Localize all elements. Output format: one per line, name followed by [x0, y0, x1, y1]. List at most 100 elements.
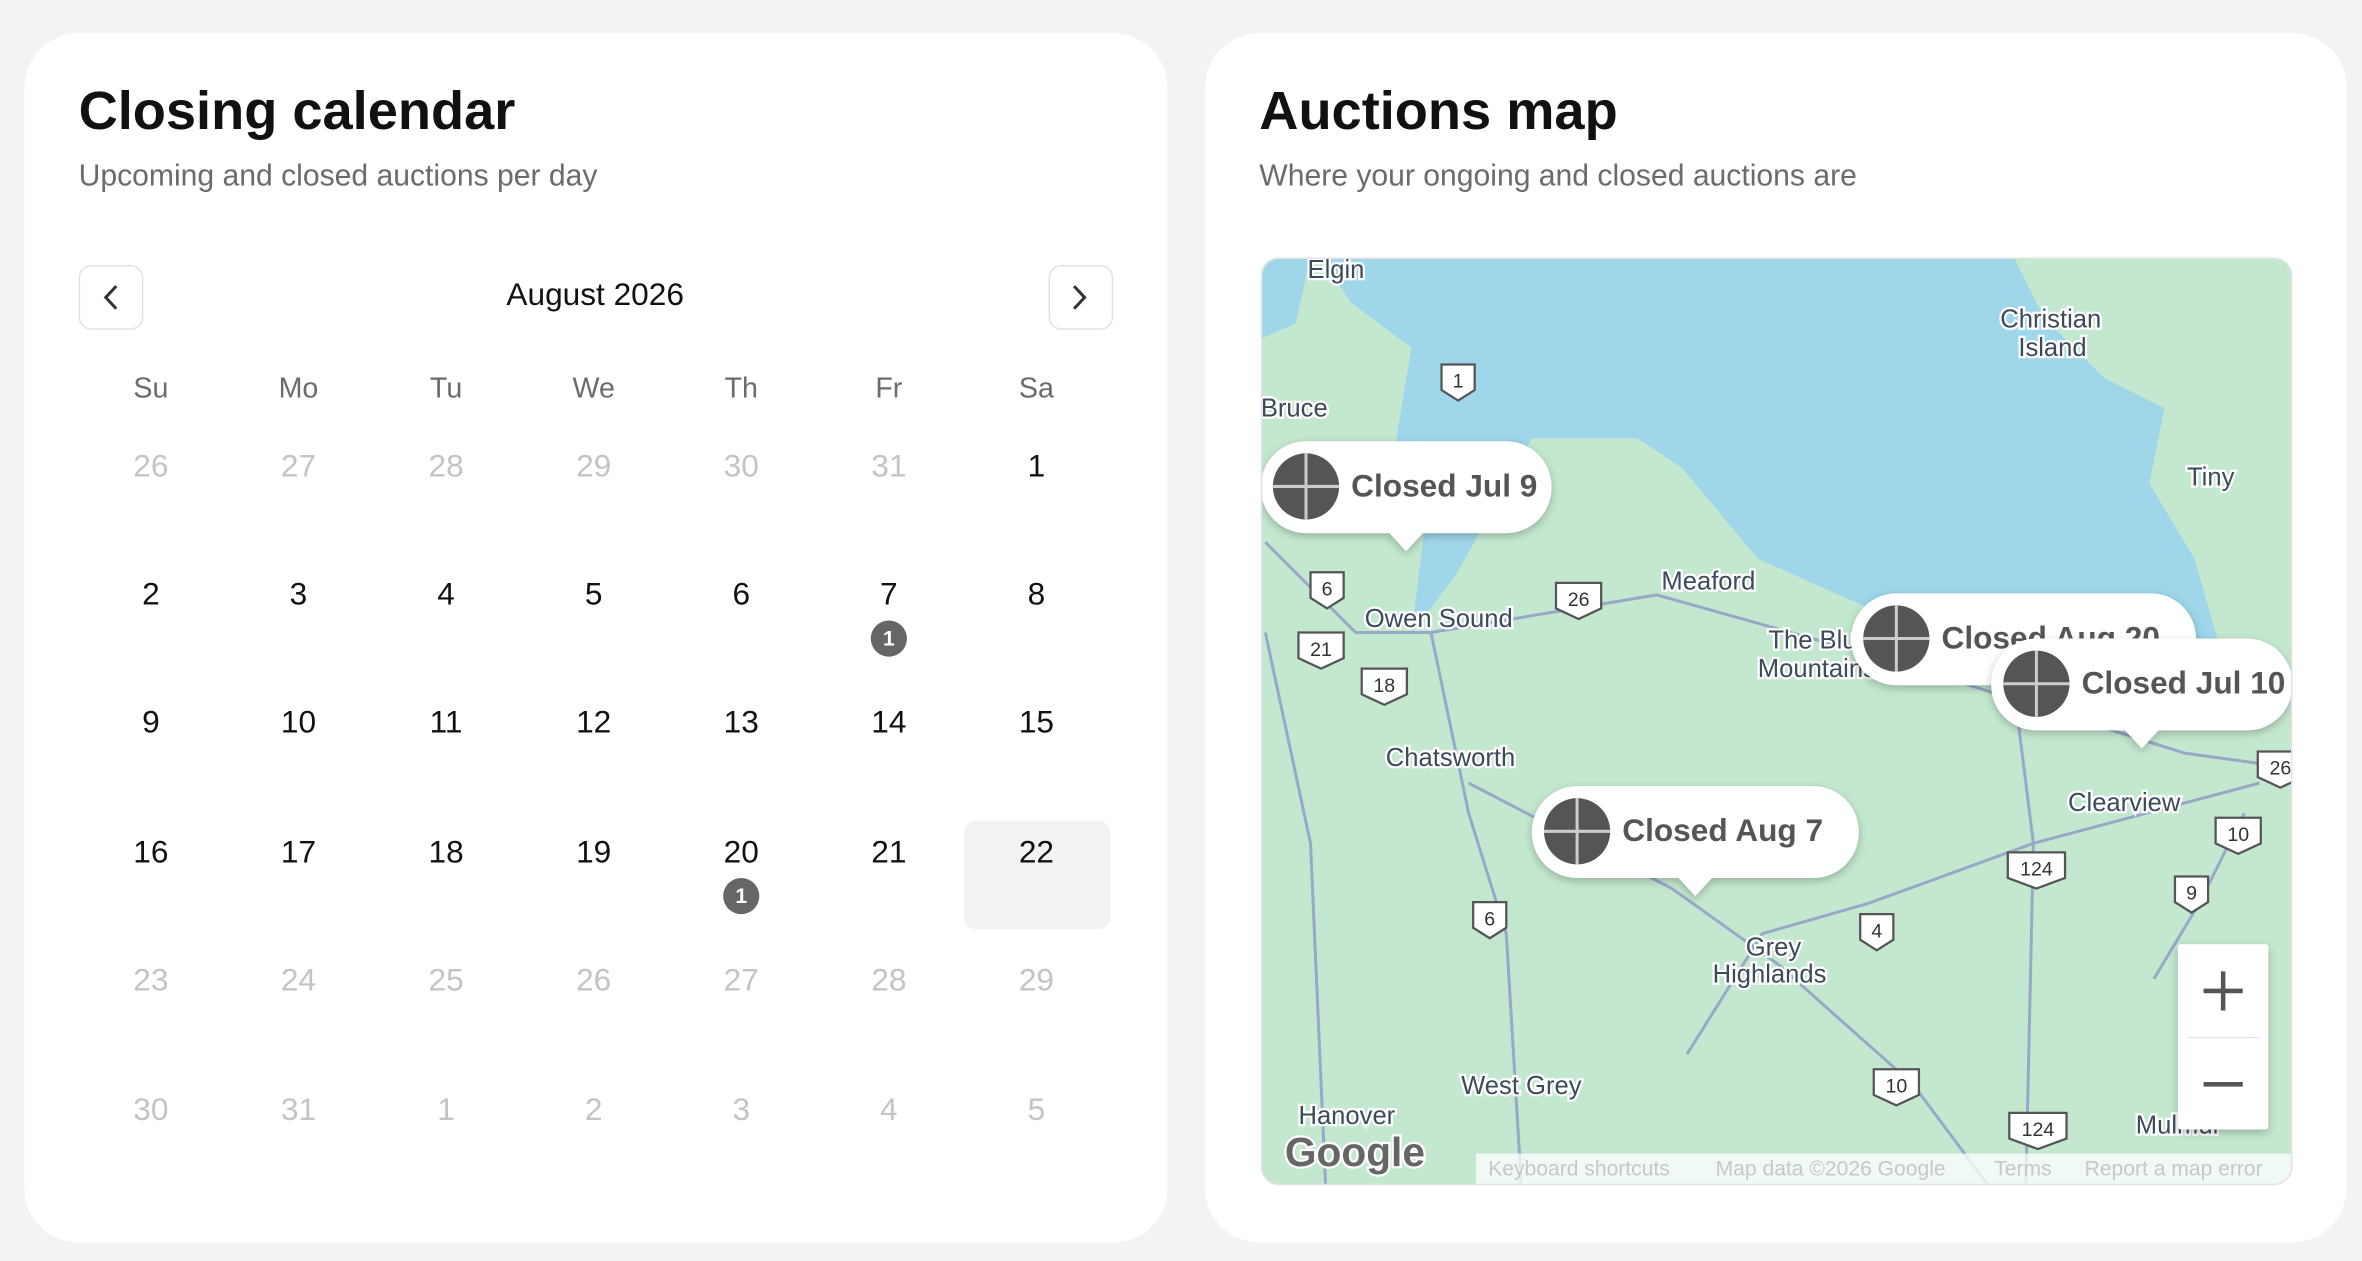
day-cell[interactable]: 30: [133, 1091, 168, 1127]
marker-pointer: [1677, 876, 1714, 897]
day-cell[interactable]: 26: [576, 961, 611, 997]
day-number: 28: [428, 448, 463, 484]
day-number: 4: [880, 1091, 898, 1127]
day-cell[interactable]: 5: [1028, 1091, 1046, 1127]
card-title: Auctions map: [1259, 81, 1617, 141]
day-cell[interactable]: 15: [1019, 704, 1054, 740]
day-cell[interactable]: 1: [1028, 448, 1046, 484]
day-cell[interactable]: 6: [732, 576, 750, 612]
place-label: Hanover: [1298, 1102, 1395, 1130]
day-cell[interactable]: 71: [870, 576, 907, 657]
place-label: Owen Sound: [1365, 605, 1513, 633]
day-number: 30: [724, 448, 759, 484]
road-shield: [1872, 1068, 1921, 1107]
next-month-button[interactable]: [1048, 265, 1114, 330]
road-number: 9: [2186, 883, 2197, 905]
day-cell[interactable]: 19: [576, 833, 611, 869]
place-label: Elgin: [1308, 256, 1365, 284]
marker-pointer: [2123, 728, 2160, 749]
day-cell[interactable]: 26: [133, 448, 168, 484]
auction-marker[interactable]: Closed Aug 7: [1531, 786, 1859, 897]
day-cell[interactable]: 14: [871, 704, 906, 740]
day-cell[interactable]: 2: [585, 1091, 603, 1127]
day-number: 23: [133, 961, 168, 997]
day-number: 16: [133, 833, 168, 869]
day-cell[interactable]: 27: [724, 961, 759, 997]
day-number: 22: [1019, 833, 1054, 869]
day-cell[interactable]: 13: [724, 704, 759, 740]
place-label: Chatsworth: [1386, 744, 1515, 772]
day-number: 24: [281, 961, 316, 997]
day-number: 10: [281, 704, 316, 740]
zoom-in[interactable]: [2203, 971, 2243, 1011]
day-cell[interactable]: 3: [732, 1091, 750, 1127]
water: [1321, 257, 2225, 680]
road-number: 1: [1453, 371, 1464, 393]
day-cell[interactable]: 30: [724, 448, 759, 484]
day-cell[interactable]: 31: [871, 448, 906, 484]
day-cell[interactable]: 3: [290, 576, 308, 612]
auction-marker[interactable]: Closed Jul 10: [1991, 638, 2293, 749]
day-cell[interactable]: 9: [142, 704, 160, 740]
day-cell[interactable]: 4: [880, 1091, 898, 1127]
day-number: 28: [871, 961, 906, 997]
day-cell[interactable]: 17: [281, 833, 316, 869]
month-label: August 2026: [506, 276, 684, 312]
road-number: 18: [1373, 675, 1395, 697]
day-cell[interactable]: 31: [281, 1091, 316, 1127]
day-number: 3: [290, 576, 308, 612]
day-number: 31: [281, 1091, 316, 1127]
day-number: 15: [1019, 704, 1054, 740]
prev-month-button[interactable]: [78, 265, 144, 330]
day-cell[interactable]: 22: [964, 820, 1111, 930]
day-number: 3: [732, 1091, 750, 1127]
marker-label: Closed Aug 7: [1622, 812, 1823, 848]
day-cell[interactable]: 23: [133, 961, 168, 997]
day-cell[interactable]: 24: [281, 961, 316, 997]
day-cell[interactable]: 1: [437, 1091, 455, 1127]
day-cell[interactable]: 18: [428, 833, 463, 869]
road-shield: [1472, 900, 1508, 940]
event-badge: [870, 620, 907, 657]
day-cell[interactable]: 29: [576, 448, 611, 484]
selected-day: [964, 820, 1111, 930]
day-cell[interactable]: 12: [576, 704, 611, 740]
road-number: 10: [2227, 824, 2249, 846]
day-number: 17: [281, 833, 316, 869]
day-cell[interactable]: 25: [428, 961, 463, 997]
day-cell[interactable]: 10: [281, 704, 316, 740]
auction-marker[interactable]: Closed Jul 9: [1260, 441, 1552, 552]
day-cell[interactable]: 5: [585, 576, 603, 612]
weekday-label: Fr: [875, 373, 902, 405]
road-shield: [1554, 581, 1603, 621]
day-cell[interactable]: 28: [428, 448, 463, 484]
day-cell[interactable]: 4: [437, 576, 455, 612]
map-border: [1260, 257, 2293, 1186]
day-number: 12: [576, 704, 611, 740]
marker-thumbnail-detail: [1272, 453, 1340, 520]
day-cell[interactable]: 21: [871, 833, 906, 869]
road-shield: [2006, 851, 2067, 890]
marker-thumbnail-detail: [1863, 605, 1930, 672]
place-label: Clearview: [2068, 789, 2181, 817]
day-number: 5: [585, 576, 603, 612]
day-cell[interactable]: 8: [1028, 576, 1046, 612]
day-number: 2: [585, 1091, 603, 1127]
day-cell[interactable]: 29: [1019, 961, 1054, 997]
zoom-control: [2177, 944, 2269, 1130]
weekday-label: Tu: [430, 373, 462, 405]
day-cell[interactable]: 16: [133, 833, 168, 869]
day-cell[interactable]: 11: [430, 704, 463, 740]
attribution-bar: [1476, 1153, 2293, 1186]
calendar-card: [24, 33, 1168, 1243]
day-number: 26: [133, 448, 168, 484]
day-cell[interactable]: 20 1: [723, 833, 760, 915]
day-number: 26: [576, 961, 611, 997]
map-logo: Google: [1285, 1129, 1425, 1175]
day-cell[interactable]: 27: [281, 448, 316, 484]
day-number: 13: [724, 704, 759, 740]
day-cell[interactable]: 2: [142, 576, 160, 612]
day-cell[interactable]: 28: [871, 961, 906, 997]
event-count: 1: [735, 885, 747, 908]
